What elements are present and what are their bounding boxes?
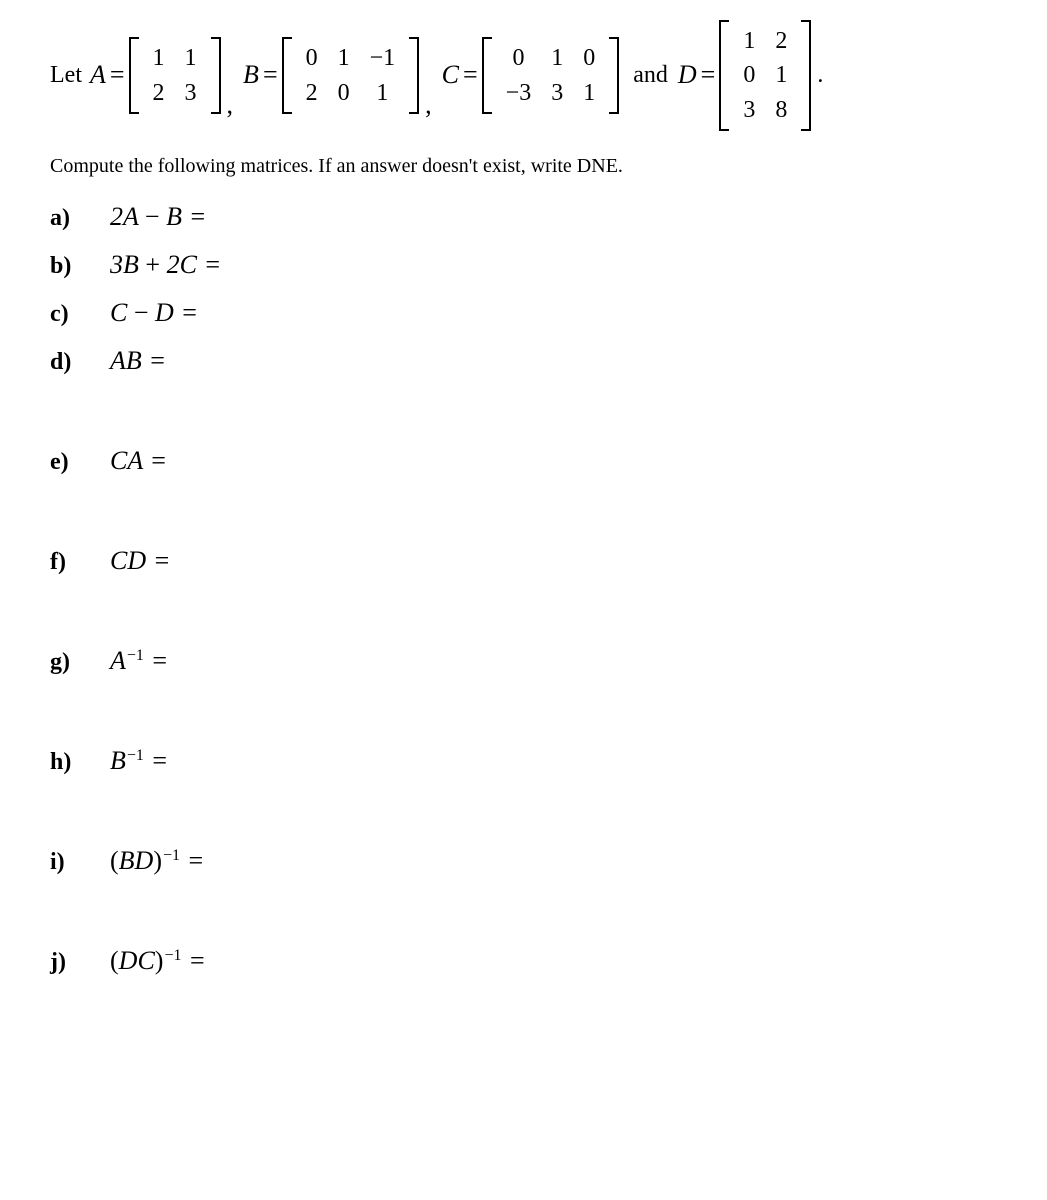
matrix-cell: 0 [296,41,328,75]
matrix-definitions: Let A = 1123 , B = 01−1201 , C = 010−331… [50,20,997,131]
matrix-C: 010−331 [482,37,620,114]
matrix-cell: 0 [502,41,534,75]
period: . [817,62,823,88]
matrix-cell: 1 [765,58,797,92]
question-e-label: e) [50,449,110,476]
question-b-expr: 3B + 2C = [110,250,222,280]
bracket-left [719,20,729,131]
matrix-D-name: D [678,61,697,90]
matrix-B: 01−1201 [282,37,420,114]
question-e: e) CA = [50,446,997,476]
matrix-cell: 1 [541,41,573,75]
question-h: h) B−1 = [50,746,997,776]
matrix-cell: −3 [496,76,542,110]
question-d: d) AB = [50,346,997,376]
question-h-label: h) [50,749,110,776]
matrix-B-name: B [243,61,259,90]
matrix-cell: 1 [175,41,207,75]
question-f: f) CD = [50,546,997,576]
question-h-expr: B−1 = [110,746,169,776]
matrix-cell: 8 [765,93,797,127]
matrix-A: 1123 [129,37,221,114]
question-f-expr: CD = [110,546,171,576]
matrix-grid: 1123 [139,37,211,114]
matrix-C-name: C [442,61,459,90]
question-g: g) A−1 = [50,646,997,676]
equals-sign: = [463,61,478,90]
question-g-expr: A−1 = [110,646,169,676]
matrix-cell: 1 [573,76,605,110]
question-c: c) C − D = [50,298,997,328]
bracket-right [211,37,221,114]
matrix-A-name: A [90,61,106,90]
let-word: Let [50,62,82,88]
question-b: b) 3B + 2C = [50,250,997,280]
bracket-right [409,37,419,114]
question-d-expr: AB = [110,346,167,376]
matrix-cell: 3 [175,76,207,110]
matrix-cell: 1 [366,76,398,110]
matrix-cell: 3 [541,76,573,110]
question-i-label: i) [50,849,110,876]
equals-sign: = [701,61,716,90]
question-c-expr: C − D = [110,298,199,328]
comma: , [227,91,234,132]
question-g-label: g) [50,649,110,676]
matrix-cell: 3 [733,93,765,127]
matrix-cell: 0 [733,58,765,92]
question-a: a) 2A − B = [50,202,997,232]
question-j-expr: (DC)−1 = [110,946,207,976]
and-word: and [633,62,668,88]
matrix-A-assign: A = 1123 [90,37,221,114]
bracket-left [482,37,492,114]
question-a-label: a) [50,205,110,232]
matrix-grid: 010−331 [492,37,610,114]
comma: , [425,91,432,132]
matrix-cell: 1 [143,41,175,75]
matrix-grid: 01−1201 [292,37,410,114]
instruction-text: Compute the following matrices. If an an… [50,155,997,178]
matrix-C-assign: C = 010−331 [442,37,620,114]
matrix-cell: 1 [328,41,360,75]
question-j-label: j) [50,949,110,976]
bracket-right [609,37,619,114]
matrix-cell: 0 [573,41,605,75]
question-i: i) (BD)−1 = [50,846,997,876]
question-f-label: f) [50,549,110,576]
matrix-cell: 2 [143,76,175,110]
question-a-expr: 2A − B = [110,202,207,232]
bracket-right [801,20,811,131]
equals-sign: = [263,61,278,90]
matrix-cell: −1 [360,41,406,75]
matrix-cell: 1 [733,24,765,58]
matrix-cell: 2 [296,76,328,110]
question-j: j) (DC)−1 = [50,946,997,976]
question-d-label: d) [50,349,110,376]
question-e-expr: CA = [110,446,168,476]
matrix-D: 120138 [719,20,811,131]
bracket-left [129,37,139,114]
matrix-grid: 120138 [729,20,801,131]
matrix-cell: 2 [765,24,797,58]
question-c-label: c) [50,301,110,328]
question-b-label: b) [50,253,110,280]
bracket-left [282,37,292,114]
matrix-D-assign: D = 120138 [678,20,811,131]
matrix-B-assign: B = 01−1201 [243,37,419,114]
equals-sign: = [110,61,125,90]
question-i-expr: (BD)−1 = [110,846,205,876]
matrix-cell: 0 [328,76,360,110]
